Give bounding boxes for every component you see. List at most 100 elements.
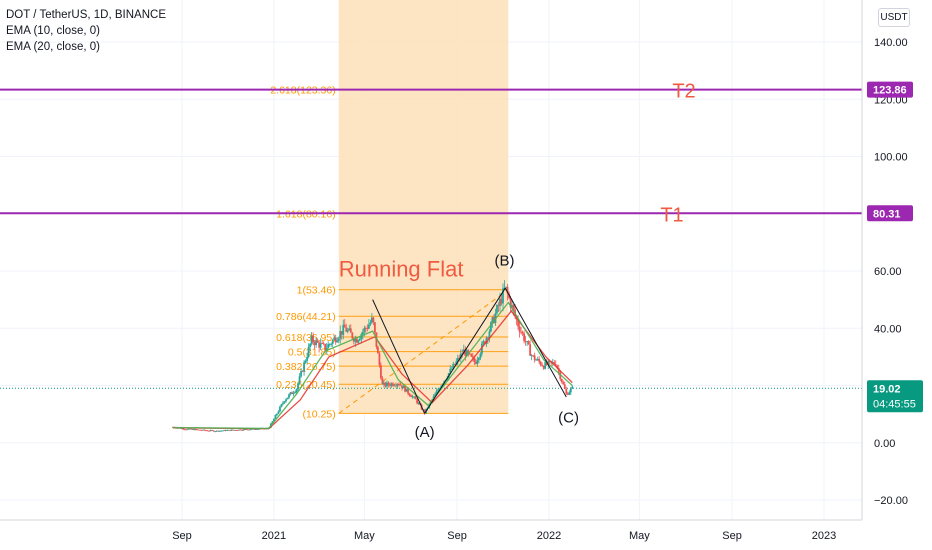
candle-body-153 — [402, 386, 405, 389]
candle-body-107 — [333, 337, 336, 340]
candle-body-189 — [456, 357, 459, 362]
candle-body-24 — [208, 430, 211, 432]
candle-body-97 — [318, 342, 321, 348]
candle-body-74 — [283, 401, 286, 403]
candle-body-188 — [455, 361, 458, 365]
candle-body-90 — [307, 346, 310, 358]
candle-body-115 — [345, 327, 348, 332]
candle-body-50 — [247, 429, 250, 431]
candle-body-210 — [488, 331, 491, 339]
candle-body-23 — [206, 430, 209, 432]
candle-body-240 — [533, 355, 536, 361]
candle-body-55 — [254, 428, 257, 430]
candle-body-236 — [527, 341, 530, 345]
candle-body-38 — [229, 429, 232, 431]
candle-body-239 — [532, 355, 535, 357]
candle-body-45 — [239, 429, 242, 431]
candle-body-27 — [212, 430, 215, 432]
candle-body-100 — [322, 343, 325, 345]
candle-body-19 — [200, 430, 203, 431]
candle-body-121 — [354, 338, 357, 342]
time-tick-4: 2022 — [537, 530, 561, 542]
candle-body-108 — [334, 337, 337, 343]
candle-body-249 — [547, 360, 550, 365]
candle-body-150 — [398, 384, 400, 385]
candle-body-154 — [404, 386, 406, 392]
chart-legend: DOT / TetherUS, 1D, BINANCE EMA (10, clo… — [6, 7, 166, 55]
candle-body-163 — [417, 403, 420, 405]
candle-body-263 — [568, 392, 571, 395]
ema-10-line — [172, 301, 573, 430]
candle-body-215 — [496, 305, 498, 314]
fib-trend-line — [338, 289, 509, 414]
candle-body-79 — [291, 392, 293, 394]
currency-button[interactable]: USDT — [878, 8, 910, 27]
candle-body-246 — [542, 366, 545, 369]
candle-body-110 — [337, 338, 340, 341]
candle-body-202 — [476, 360, 479, 364]
candle-body-17 — [197, 429, 200, 431]
target-badge-text-0: 123.86 — [873, 85, 907, 97]
candle-body-159 — [411, 396, 414, 398]
candle-body-10 — [187, 429, 189, 430]
candle-body-116 — [346, 329, 349, 332]
target-label-0: T2 — [672, 81, 695, 103]
candle-body-221 — [505, 286, 507, 288]
candle-body-137 — [378, 353, 381, 366]
candle-body-217 — [499, 298, 501, 307]
fib-level-label-2: 1(53.46) — [297, 285, 336, 297]
candle-body-198 — [470, 354, 473, 357]
time-tick-6: Sep — [722, 530, 742, 542]
candle-body-84 — [298, 376, 301, 384]
candle-body-144 — [389, 384, 391, 386]
candle-body-7 — [182, 428, 185, 430]
candle-body-106 — [331, 339, 334, 344]
candle-body-248 — [545, 361, 548, 365]
candle-body-260 — [563, 384, 566, 389]
candle-body-11 — [188, 428, 191, 430]
candle-body-233 — [523, 333, 525, 342]
candle-body-161 — [414, 396, 417, 400]
candle-body-68 — [274, 415, 277, 419]
candle-body-39 — [230, 429, 233, 431]
wave-label-2: (B) — [495, 252, 515, 269]
candle-body-72 — [280, 404, 283, 407]
candle-body-127 — [363, 327, 366, 332]
candle-body-87 — [303, 362, 305, 372]
candle-body-129 — [366, 328, 369, 330]
candle-body-162 — [416, 399, 418, 404]
candle-body-197 — [468, 353, 471, 355]
candle-body-187 — [453, 363, 456, 365]
wave-line-0 — [372, 299, 426, 414]
candle-body-186 — [452, 363, 455, 369]
candle-body-155 — [405, 388, 408, 392]
candle-body-195 — [465, 350, 468, 356]
candle-body-80 — [292, 392, 295, 394]
candle-body-44 — [238, 429, 241, 431]
candle-body-111 — [339, 331, 342, 339]
candle-body-247 — [544, 361, 547, 369]
candle-body-91 — [309, 343, 311, 347]
candle-body-158 — [410, 395, 412, 398]
candle-body-152 — [401, 385, 403, 389]
candle-body-131 — [369, 322, 372, 325]
candle-body-157 — [408, 393, 411, 396]
price-tick-3: 60.00 — [874, 266, 902, 278]
candle-body-113 — [342, 324, 345, 335]
candle-body-49 — [245, 429, 248, 430]
candle-body-204 — [479, 353, 482, 358]
candle-body-175 — [435, 390, 438, 394]
price-axis: 140.00120.00100.0060.0040.0020.000.00−20… — [861, 0, 932, 550]
candle-body-20 — [202, 429, 204, 431]
candle-body-209 — [487, 337, 489, 339]
candle-body-26 — [211, 430, 214, 431]
candle-body-262 — [566, 393, 569, 395]
ema-10-legend: EMA (10, close, 0) — [6, 25, 100, 37]
time-axis-bg — [0, 520, 862, 550]
candle-body-234 — [524, 341, 527, 342]
price-tick-0: 140.00 — [874, 37, 908, 49]
candle-body-245 — [541, 365, 544, 367]
candle-body-29 — [215, 430, 218, 432]
candle-body-28 — [214, 431, 217, 433]
